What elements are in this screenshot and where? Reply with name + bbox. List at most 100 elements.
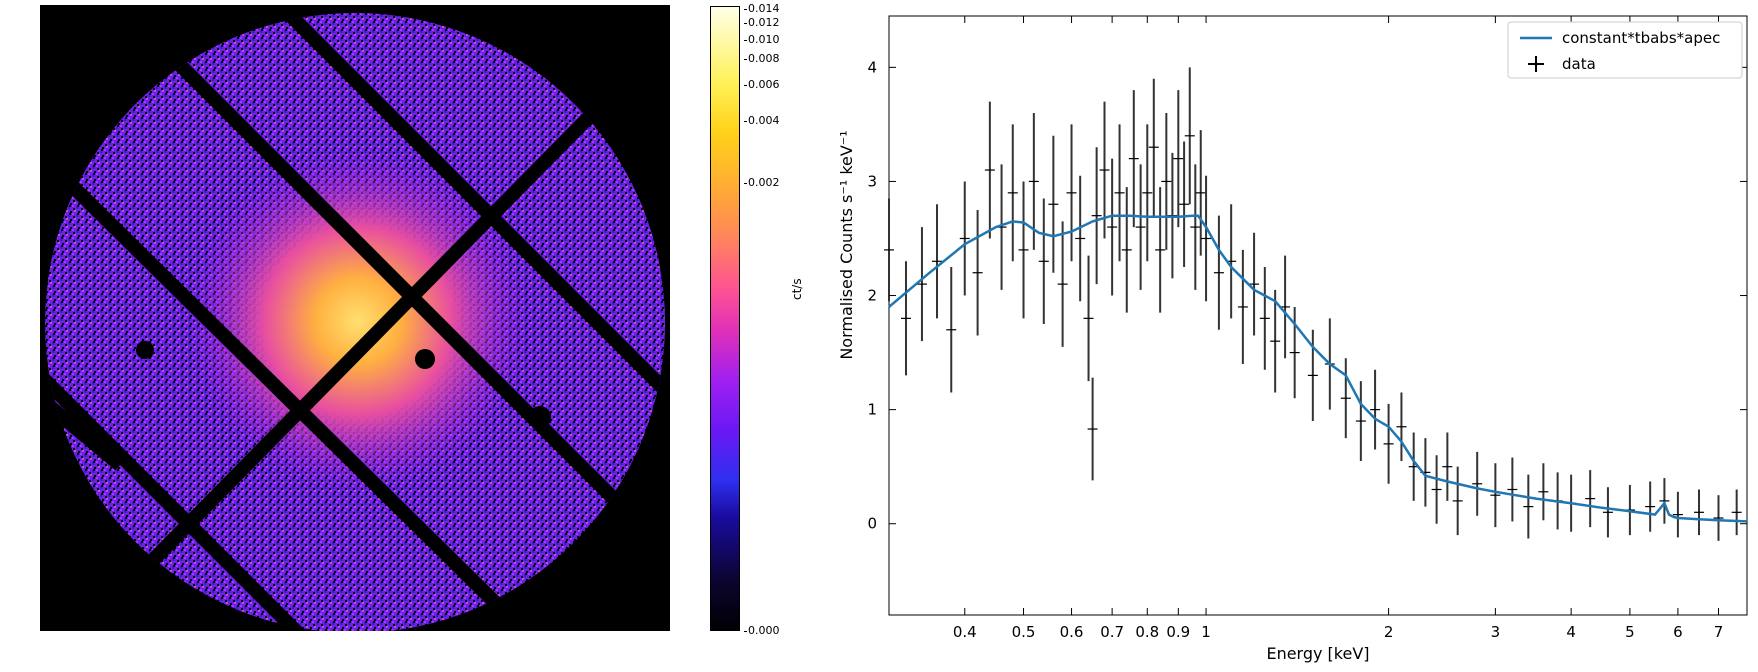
- data-point: [1161, 112, 1172, 250]
- x-tick-label: 0.5: [1012, 623, 1036, 641]
- x-axis: 0.4 0.5 0.6 0.7 0.8 0.9 1 2 3 4 5 6 7: [953, 16, 1723, 641]
- data-point: [1184, 67, 1195, 205]
- data-point: [1107, 158, 1118, 296]
- plot-area: [884, 15, 1748, 616]
- data-point: [1538, 463, 1549, 521]
- colorbar-tick: 0.010: [744, 33, 780, 46]
- data-point: [1114, 124, 1125, 262]
- data-point: [1083, 255, 1094, 382]
- data-point: [1659, 478, 1670, 524]
- x-tick-label: 0.7: [1100, 623, 1124, 641]
- x-tick-label: 7: [1714, 623, 1724, 641]
- x-tick-label: 4: [1566, 623, 1576, 641]
- x-tick-label: 6: [1673, 623, 1683, 641]
- colorbar-tick: 0.014: [744, 2, 780, 15]
- x-tick-label: 1: [1201, 623, 1211, 641]
- data-point: [1507, 457, 1518, 522]
- data-point: [1087, 377, 1098, 481]
- data-point: [1213, 215, 1224, 330]
- data-point: [1270, 289, 1281, 393]
- colorbar-tick: 0.006: [744, 78, 780, 91]
- data-point: [1099, 101, 1110, 239]
- data-point: [984, 101, 995, 239]
- data-point: [1173, 90, 1184, 228]
- spectrum-chart: 0.4 0.5 0.6 0.7 0.8 0.9 1 2 3 4 5 6 7 0 1 2 3 4 Energy […: [837, 15, 1748, 663]
- data-point: [1155, 187, 1166, 313]
- data-point: [1645, 481, 1656, 532]
- data-point: [1523, 474, 1534, 539]
- data-point: [1237, 249, 1248, 364]
- data-point: [959, 181, 970, 296]
- plot-frame: [888, 15, 1748, 616]
- data-point: [884, 198, 894, 302]
- data-point: [1048, 135, 1059, 273]
- data-point: [1121, 187, 1132, 313]
- data-point: [946, 267, 957, 393]
- x-tick-label: 2: [1384, 623, 1394, 641]
- data-point: [1038, 198, 1049, 325]
- data-point: [1396, 392, 1407, 461]
- y-tick-label: 3: [867, 172, 877, 190]
- data-point: [1091, 147, 1102, 285]
- legend-model-label: constant*tbabs*apec: [1562, 29, 1720, 47]
- colorbar: [710, 6, 740, 631]
- data-point: [1142, 124, 1153, 262]
- colorbar-tick: 0.000: [744, 624, 780, 637]
- data-point: [1472, 451, 1483, 516]
- data-point: [1280, 255, 1291, 359]
- legend-frame: [1507, 21, 1743, 79]
- data-point: [1007, 124, 1018, 262]
- data-point: [1713, 495, 1724, 541]
- data-point: [1179, 141, 1190, 268]
- data-point: [1066, 124, 1077, 262]
- data-point: [1128, 90, 1139, 228]
- x-tick-label: 5: [1625, 623, 1635, 641]
- x-tick-label: 3: [1491, 623, 1501, 641]
- x-tick-label: 0.6: [1060, 623, 1084, 641]
- data-point: [972, 209, 983, 336]
- y-tick-label: 4: [867, 58, 877, 76]
- colorbar-tick: 0.008: [744, 52, 780, 65]
- data-point: [1028, 112, 1039, 250]
- data-point: [1201, 175, 1212, 302]
- x-tick-label: 0.9: [1166, 623, 1190, 641]
- y-axis: 0 1 2 3 4: [867, 58, 1747, 533]
- data-point: [1195, 130, 1206, 256]
- x-tick-label: 0.4: [953, 623, 977, 641]
- data-point: [1452, 466, 1463, 536]
- data-point: [1355, 381, 1366, 461]
- data-point: [1259, 267, 1270, 370]
- data-point: [1585, 470, 1596, 528]
- y-axis-label: Normalised Counts s⁻¹ keV⁻¹: [837, 130, 856, 359]
- y-tick-label: 1: [867, 401, 877, 419]
- data-point: [1490, 463, 1501, 528]
- data-point: [1383, 403, 1394, 484]
- data-point: [916, 227, 927, 342]
- data-point: [1249, 232, 1260, 336]
- colorbar-tick: 0.002: [744, 176, 780, 189]
- model-line: [888, 214, 1748, 523]
- data-point: [1693, 489, 1704, 536]
- colorbar-tick: 0.004: [744, 114, 780, 127]
- y-tick-label: 0: [867, 515, 877, 533]
- data-point: [1190, 164, 1201, 290]
- y-tick-label: 2: [867, 287, 877, 305]
- data-point: [1075, 175, 1086, 302]
- legend-data-label: data: [1562, 55, 1596, 73]
- data-point: [900, 261, 911, 376]
- data-point: [1731, 489, 1742, 536]
- data-point: [1431, 455, 1442, 524]
- data-point: [932, 204, 943, 319]
- data-point: [1370, 369, 1381, 450]
- data-point: [1148, 78, 1159, 216]
- data-point: [1672, 491, 1683, 538]
- data-point: [1057, 221, 1068, 347]
- data-point: [1442, 432, 1453, 501]
- xray-count-image: [40, 5, 670, 631]
- data-point: [1135, 164, 1146, 290]
- data-point: [1018, 181, 1029, 319]
- colorbar-tick: 0.012: [744, 16, 780, 29]
- x-tick-label: 0.8: [1135, 623, 1159, 641]
- legend: constant*tbabs*apec data: [1507, 21, 1743, 79]
- colorbar-label: ct/s: [790, 278, 804, 300]
